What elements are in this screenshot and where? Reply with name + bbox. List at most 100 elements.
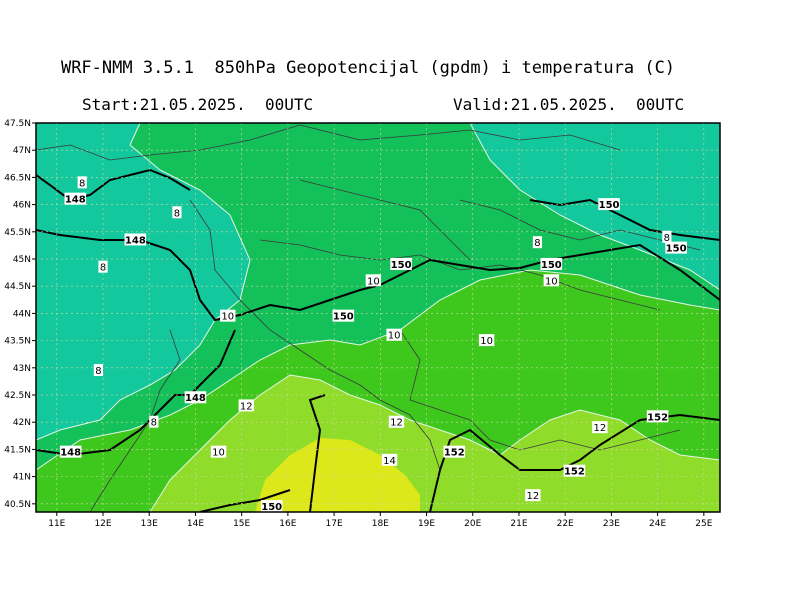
tick-label-lat: 47N (13, 146, 31, 156)
temperature-label: 8 (77, 176, 87, 189)
height-label-text: 152 (647, 412, 668, 423)
height-label: 148 (64, 192, 87, 206)
temperature-label-text: 8 (95, 366, 101, 377)
temperature-label: 10 (220, 309, 236, 323)
temperature-label: 10 (365, 274, 382, 287)
height-label-text: 150 (261, 502, 282, 513)
height-label-bg (64, 192, 87, 205)
temperature-label: 10 (543, 274, 560, 287)
tick-label-lat: 41N (13, 473, 31, 483)
start-time: Start:21.05.2025. 00UTC (82, 95, 314, 114)
temperature-label: 8 (532, 236, 543, 249)
temperature-label: 8 (172, 206, 182, 219)
temperature-label-bg (172, 206, 182, 219)
height-label: 150 (540, 257, 563, 271)
temperature-label: 8 (662, 230, 672, 244)
temperature-label-bg (532, 236, 543, 249)
temperature-label-bg (238, 399, 254, 412)
tick-label-lat: 45N (13, 255, 31, 265)
temp-field-8-nw (36, 123, 250, 440)
tick-label-lat: 44.5N (4, 282, 31, 292)
map-frame (35, 122, 721, 513)
temp-field-14 (255, 438, 420, 512)
chart-title: WRF-NMM 3.5.1 850hPa Geopotencijal (gpdm… (60, 58, 676, 78)
temperature-label-text: 10 (367, 276, 380, 287)
temperature-label: 8 (93, 364, 103, 377)
height-label: 152 (563, 464, 586, 478)
temperature-label-bg (592, 421, 608, 434)
temperature-label: 10 (210, 445, 227, 459)
temperature-label: 10 (478, 334, 495, 347)
height-label: 150 (260, 500, 283, 513)
temperature-label-text: 12 (593, 423, 606, 434)
temperature-label-bg (220, 309, 236, 322)
axis-ticks (32, 122, 705, 516)
temperature-label: 12 (592, 421, 608, 434)
height-label-text: 148 (60, 448, 81, 459)
temperature-label-bg (386, 328, 402, 341)
tick-label-lon: 24E (649, 519, 666, 529)
tick-label-lat: 42.5N (4, 391, 31, 401)
temperature-label: 12 (525, 489, 541, 502)
height-label: 150 (390, 257, 412, 271)
temperature-label-text: 10 (221, 312, 234, 323)
temperature-label-text: 8 (664, 233, 670, 244)
temperature-label-text: 12 (526, 491, 539, 502)
height-label: 150 (598, 198, 620, 211)
geopotential-lines (36, 168, 720, 512)
temperature-label-text: 10 (212, 448, 225, 459)
height-label-text: 148 (65, 195, 86, 206)
height-label-text: 148 (125, 235, 146, 246)
height-label-bg (59, 445, 82, 458)
temperature-label-bg (543, 274, 560, 287)
tick-label-lat: 46N (13, 201, 31, 211)
tick-label-lat: 43.5N (4, 337, 31, 347)
height-label-text: 152 (444, 448, 465, 459)
temperature-label: 10 (386, 328, 402, 342)
temperature-label-bg (77, 176, 87, 189)
height-label-text: 148 (185, 393, 206, 404)
temperature-label-text: 10 (388, 331, 401, 342)
temperature-label: 12 (238, 399, 254, 412)
height-label-bg (598, 198, 620, 211)
temperature-label: 8 (98, 260, 108, 274)
temperature-label-text: 12 (390, 418, 403, 429)
temperature-label-bg (149, 415, 159, 428)
tick-label-lon: 12E (94, 519, 111, 529)
tick-label-lat: 45.5N (4, 228, 31, 238)
tick-label-lat: 43N (13, 364, 31, 374)
tick-label-lat: 41.5N (4, 445, 31, 455)
temperature-label-bg (388, 415, 405, 428)
height-label-bg (260, 500, 283, 512)
coastlines-borders (36, 124, 701, 512)
temperature-label-text: 10 (545, 276, 558, 287)
height-label-bg (390, 257, 412, 270)
height-label-text: 150 (666, 244, 687, 255)
tick-label-lon: 15E (233, 519, 250, 529)
tick-label-lat: 42N (13, 418, 31, 428)
tick-label-lon: 22E (557, 519, 574, 529)
tick-label-lon: 14E (187, 519, 204, 529)
temperature-label: 14 (381, 453, 398, 467)
height-label: 148 (184, 391, 207, 404)
tick-label-lon: 19E (418, 519, 435, 529)
height-label: 152 (443, 445, 466, 459)
temperature-label-text: 8 (174, 208, 180, 219)
tick-label-lat: 46.5N (4, 173, 31, 183)
height-label-text: 150 (391, 260, 412, 271)
tick-label-lat: 44N (13, 309, 31, 319)
temperature-label-text: 8 (151, 418, 157, 429)
height-label: 150 (665, 241, 687, 255)
temperature-label-bg (210, 445, 227, 458)
temperature-label-bg (365, 274, 382, 287)
height-label: 148 (59, 445, 82, 459)
temperature-label-text: 10 (480, 336, 493, 347)
temperature-label-bg (662, 230, 672, 243)
tick-label-lon: 18E (372, 519, 389, 529)
height-label-bg (563, 464, 586, 477)
height-label-bg (124, 233, 147, 246)
tick-label-lat: 40.5N (4, 500, 31, 510)
temperature-label-bg (381, 453, 398, 466)
tick-label-lon: 21E (510, 519, 527, 529)
